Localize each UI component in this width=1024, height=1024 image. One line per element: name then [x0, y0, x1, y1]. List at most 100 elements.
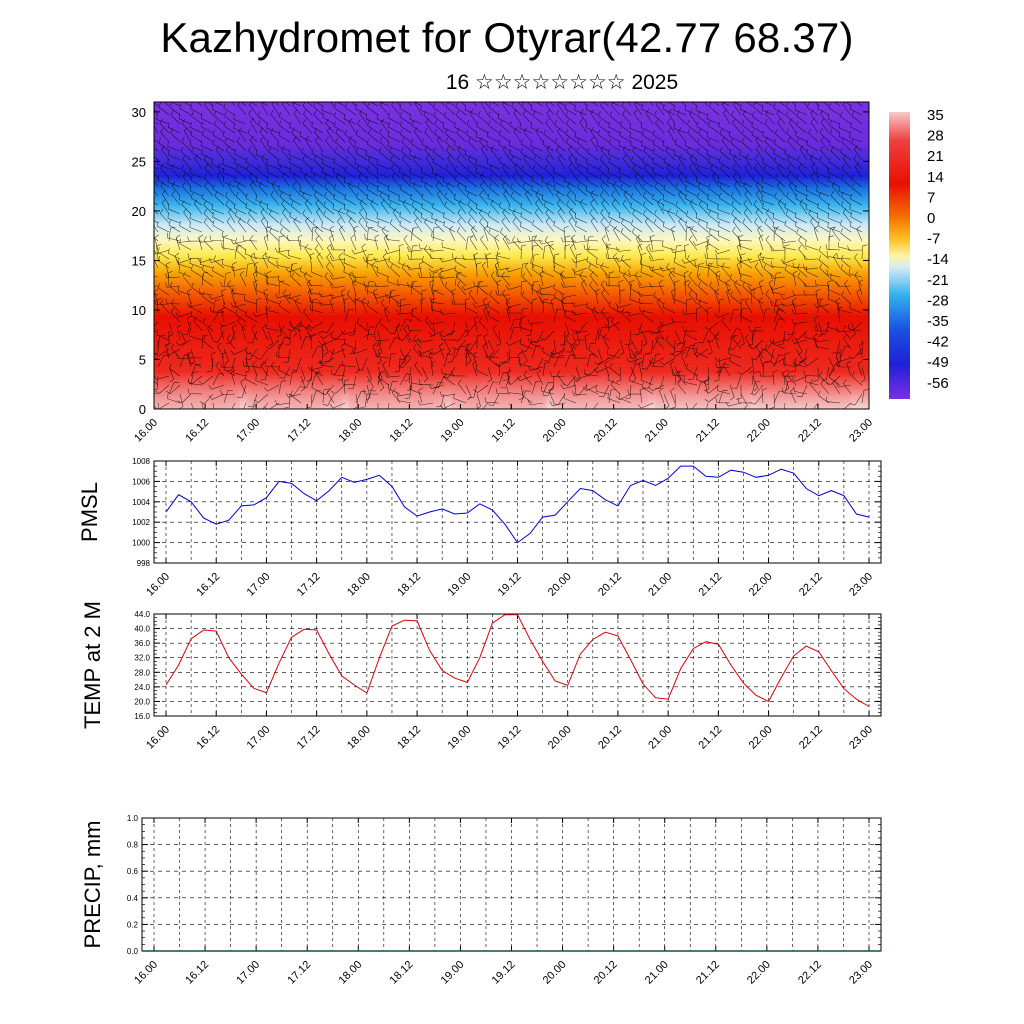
- wind-barb: [762, 361, 769, 377]
- wind-barb: [675, 201, 687, 215]
- wind-barb: [157, 175, 170, 188]
- wind-barb: [784, 148, 797, 161]
- wind-barb: [238, 127, 247, 143]
- heatmap-x-tick-label: 16.12: [183, 417, 211, 445]
- wind-barb: [587, 147, 599, 161]
- wind-barb: [189, 331, 203, 341]
- wind-barb: [704, 393, 720, 403]
- wind-barb: [420, 298, 426, 314]
- wind-barb: [665, 173, 676, 188]
- wind-barb: [475, 203, 489, 215]
- wind-barb: [198, 234, 204, 251]
- wind-barb: [758, 279, 764, 296]
- wind-barb: [805, 194, 819, 206]
- wind-barb: [553, 283, 566, 296]
- wind-barb: [579, 118, 588, 134]
- wind-barb: [566, 339, 577, 353]
- wind-barb: [227, 280, 236, 296]
- wind-barb: [657, 325, 665, 341]
- wind-barb: [820, 109, 830, 125]
- wind-barb: [289, 211, 302, 224]
- wind-barb: [210, 351, 216, 368]
- wind-barb: [245, 374, 258, 386]
- wind-barb: [652, 139, 665, 152]
- wind-barb: [157, 283, 170, 296]
- wind-barb: [662, 204, 676, 215]
- wind-barb: [772, 221, 786, 233]
- wind-barb: [223, 348, 230, 365]
- wind-barb: [861, 244, 868, 260]
- wind-barb: [770, 246, 786, 252]
- wind-barb: [641, 353, 650, 368]
- wind-barb: [438, 342, 445, 359]
- wind-barb: [598, 111, 610, 125]
- wind-barb: [380, 118, 390, 134]
- wind-barb: [638, 327, 654, 333]
- wind-barb: [747, 285, 764, 291]
- wind-barb: [411, 228, 423, 242]
- wind-barb: [792, 297, 797, 314]
- wind-barb: [410, 138, 423, 152]
- wind-barb: [619, 289, 625, 304]
- wind-barb: [757, 225, 764, 242]
- wind-barb: [306, 366, 313, 382]
- wind-barb: [473, 384, 489, 393]
- wind-barb: [553, 265, 566, 278]
- wind-barb: [544, 348, 555, 362]
- wind-barb: [556, 370, 566, 386]
- wind-barb: [630, 156, 643, 170]
- wind-barb: [849, 204, 863, 215]
- wind-barb: [574, 194, 588, 206]
- wind-barb: [697, 330, 709, 344]
- wind-barb: [542, 381, 554, 395]
- wind-barb: [813, 333, 819, 350]
- wind-barb: [641, 174, 654, 188]
- wind-barb: [343, 257, 357, 269]
- wind-barb: [338, 252, 346, 269]
- wind-barb: [392, 208, 401, 224]
- wind-barb: [403, 325, 412, 341]
- wind-barb: [688, 366, 698, 380]
- wind-barb: [698, 281, 709, 296]
- wind-barb: [235, 191, 247, 206]
- wind-barb: [444, 201, 456, 215]
- warm-area: [552, 329, 649, 409]
- wind-barb: [706, 402, 709, 409]
- wind-barb: [374, 281, 390, 287]
- wind-barb: [439, 309, 456, 315]
- wind-barb: [165, 282, 181, 288]
- x-tick-label: 20.00: [546, 571, 574, 599]
- wind-barb: [203, 209, 214, 224]
- wind-barb: [446, 321, 456, 336]
- wind-barb: [777, 163, 786, 179]
- wind-barb: [630, 219, 643, 233]
- wind-barb: [366, 184, 379, 197]
- wind-barb: [798, 244, 808, 260]
- wind-barb: [255, 149, 269, 161]
- wind-barb: [653, 209, 665, 224]
- wind-barb: [754, 262, 764, 278]
- wind-barb: [566, 181, 577, 197]
- wind-barb: [433, 111, 445, 125]
- wind-barb: [462, 254, 478, 260]
- wind-barb: [829, 128, 841, 143]
- wind-barb: [203, 173, 214, 188]
- wind-barb: [562, 305, 577, 314]
- wind-barb: [780, 301, 797, 307]
- wind-barb: [376, 167, 390, 179]
- wind-barb: [643, 164, 654, 179]
- wind-barb: [425, 154, 434, 170]
- wind-barb: [457, 217, 467, 233]
- wind-barb: [321, 105, 335, 116]
- wind-barb: [488, 353, 500, 368]
- wind-barb: [849, 104, 863, 116]
- wind-barb: [303, 172, 313, 188]
- wind-barb: [598, 120, 610, 134]
- wind-barb: [740, 256, 753, 269]
- wind-barb: [686, 147, 698, 161]
- wind-barb: [506, 306, 512, 323]
- wind-barb: [773, 157, 786, 170]
- wind-barb: [203, 200, 214, 215]
